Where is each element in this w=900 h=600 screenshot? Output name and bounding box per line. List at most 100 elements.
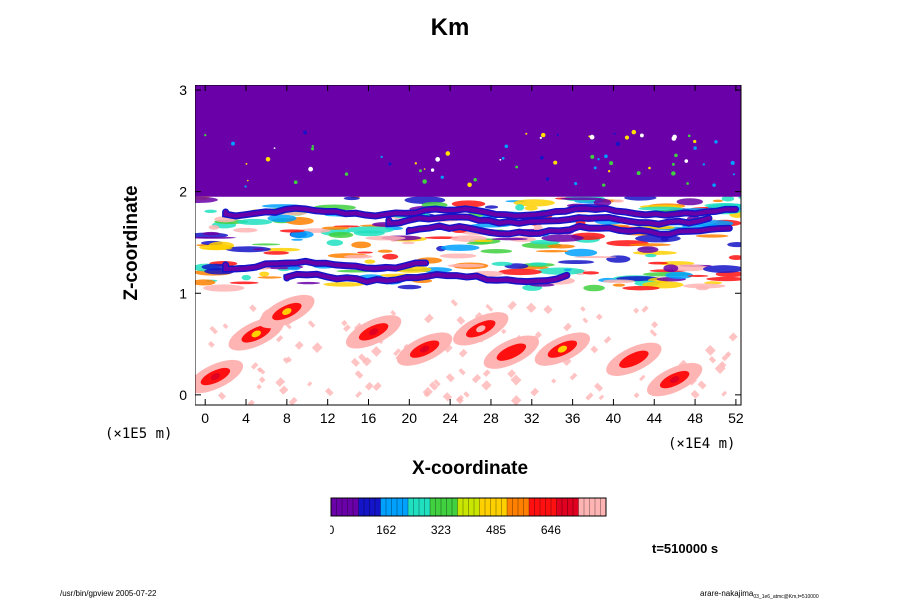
turbulence-patch [343, 254, 373, 259]
speck [615, 141, 620, 147]
turbulence-patch [195, 279, 216, 286]
turbulence-patch [451, 200, 486, 208]
speck [686, 182, 689, 185]
speck [597, 158, 600, 161]
turbulence-patch [267, 214, 297, 223]
weak-patch [364, 381, 374, 391]
speck [684, 159, 689, 163]
weak-patch [639, 374, 646, 382]
turbulence-patch [703, 265, 741, 273]
weak-patch [585, 392, 594, 401]
turbulence-patch [612, 283, 626, 287]
turbulence-patch [233, 227, 258, 233]
turbulence-patch [382, 253, 399, 260]
speck [467, 182, 472, 188]
weak-patch [444, 344, 453, 353]
weak-patch [697, 380, 707, 390]
colorbar-cell [507, 498, 513, 516]
colorbar-cell [369, 498, 376, 516]
speck [499, 158, 502, 161]
weak-patch [704, 344, 716, 356]
colorbar-cell [347, 498, 354, 516]
speck [435, 157, 441, 162]
weak-patch [371, 346, 382, 357]
weak-patch [222, 323, 229, 329]
colorbar-cell [540, 498, 546, 516]
turbulence-patch [229, 281, 259, 285]
y-tick-label: 2 [179, 184, 187, 200]
turbulence-patch [346, 226, 394, 234]
x-tick-marks [204, 85, 737, 405]
turbulence-patch [397, 284, 422, 290]
turbulence-patch [564, 248, 598, 257]
weak-patch [258, 376, 266, 384]
hotspot-core [476, 325, 486, 333]
colorbar-cell [512, 498, 519, 516]
turbulence-patch [491, 261, 513, 266]
weak-patch [456, 316, 466, 325]
turbulence-patch [669, 264, 708, 272]
colorbar-cell [479, 498, 486, 516]
colorbar-cell [446, 498, 453, 516]
turbulence-patch [687, 274, 709, 277]
colorbar-cell [496, 498, 502, 516]
turbulence-patch [290, 230, 314, 239]
colorbar-cell [545, 498, 552, 516]
turbulence-patch [541, 234, 584, 242]
speck [525, 132, 528, 135]
turbulence-patch [291, 238, 304, 241]
colorbar-cell [468, 498, 475, 516]
turbulence-patch [263, 251, 290, 255]
colorbar-cell [430, 498, 436, 516]
speck [702, 163, 706, 166]
hotspot-core [282, 308, 292, 315]
turbulence-patch [377, 249, 393, 253]
speck [556, 133, 559, 137]
speck [712, 183, 716, 187]
weak-patch [582, 317, 589, 324]
colorbar-cell [551, 498, 557, 516]
speck [380, 155, 383, 159]
colorbar-cell [353, 498, 359, 516]
colorbar-cell [375, 498, 381, 516]
weak-patch [307, 381, 313, 387]
weak-patch [598, 394, 605, 401]
y-axis-label: Z-coordinate [121, 185, 142, 301]
speck [245, 162, 248, 165]
speck [414, 162, 417, 165]
weak-patch [471, 373, 482, 384]
turbulence-patch [328, 231, 354, 238]
speck [311, 145, 314, 148]
colorbar-cell [474, 498, 480, 516]
weak-patch [594, 382, 604, 392]
speck [501, 156, 505, 160]
speck [624, 135, 630, 140]
speck [671, 171, 676, 176]
weak-patch [450, 299, 459, 307]
turbulence-patch [204, 209, 217, 214]
turbulence-patch [401, 241, 415, 245]
colorbar-cell [331, 498, 337, 516]
y-tick-marks [195, 89, 741, 396]
turbulence-patch [645, 253, 657, 258]
weak-patch [510, 374, 522, 386]
speck [473, 177, 477, 182]
hotspot-core [506, 348, 517, 356]
colorbar-cell [336, 498, 343, 516]
plot-frame [195, 85, 742, 406]
speck [636, 171, 641, 175]
weak-patch [355, 391, 363, 398]
hotspot-core [251, 330, 261, 338]
weak-patch [485, 303, 494, 312]
speck [265, 156, 271, 162]
turbulence-patch [264, 247, 301, 252]
speck [204, 134, 207, 137]
weak-patch [501, 328, 507, 335]
speck [310, 147, 315, 151]
colorbar-cell [485, 498, 491, 516]
weak-patch [595, 313, 603, 321]
turbulence-patch [648, 261, 669, 265]
turbulence-patch [259, 271, 270, 277]
speck [607, 170, 611, 173]
turbulence-patch [491, 237, 528, 241]
